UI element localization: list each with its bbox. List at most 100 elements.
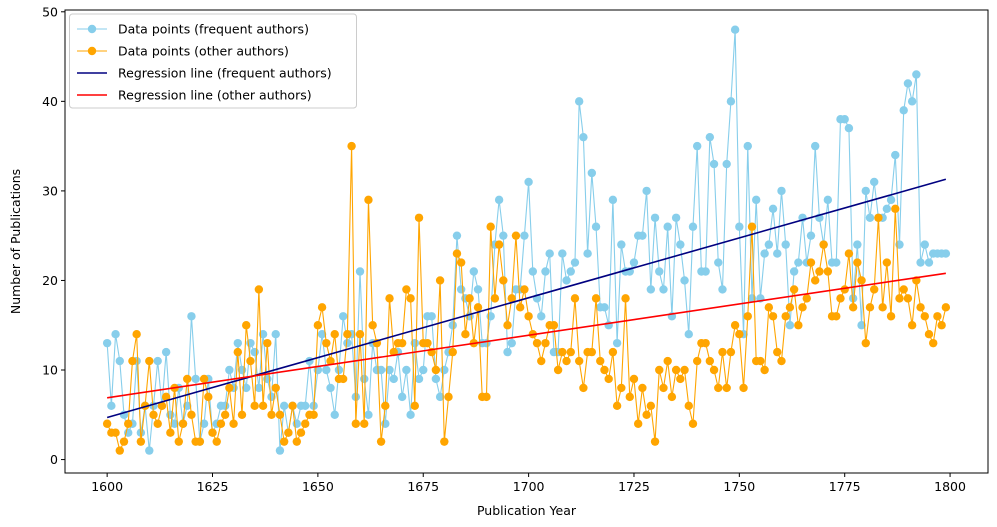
data-point	[836, 294, 845, 303]
data-point	[570, 294, 580, 303]
data-point	[899, 106, 908, 115]
data-point	[929, 338, 938, 348]
data-point	[183, 374, 192, 384]
data-point	[562, 276, 571, 285]
x-axis-label: Publication Year	[477, 503, 577, 518]
data-point	[617, 240, 626, 249]
data-point	[364, 195, 373, 205]
data-point	[886, 312, 896, 321]
data-point	[701, 267, 710, 276]
legend-box	[69, 13, 357, 109]
legend: Data points (frequent authors) Data point…	[69, 13, 357, 109]
data-point	[385, 365, 394, 375]
data-point	[376, 365, 386, 375]
data-point	[313, 321, 323, 330]
data-point	[806, 231, 816, 240]
data-point	[440, 437, 449, 446]
data-point	[608, 195, 618, 205]
data-point	[735, 329, 744, 339]
data-point	[663, 356, 672, 366]
data-point	[920, 240, 929, 249]
data-point	[941, 303, 951, 312]
data-point	[351, 419, 361, 428]
data-point	[136, 437, 146, 446]
data-point	[520, 285, 529, 294]
data-point	[364, 410, 373, 419]
data-point	[692, 356, 702, 366]
data-point	[659, 285, 668, 294]
data-point	[941, 249, 951, 258]
data-point	[254, 383, 264, 393]
x-tick-label: 1600	[91, 479, 123, 494]
data-point	[907, 321, 917, 330]
data-point	[612, 338, 622, 348]
data-point	[794, 258, 803, 267]
data-point	[482, 392, 491, 402]
data-point	[714, 383, 723, 393]
data-point	[317, 329, 327, 339]
data-point	[284, 428, 293, 437]
data-point	[486, 312, 495, 321]
data-point	[499, 276, 508, 285]
data-point	[242, 321, 251, 330]
data-point	[347, 141, 356, 151]
data-point	[916, 258, 925, 267]
data-point	[743, 141, 752, 151]
series-line	[106, 29, 946, 451]
data-point	[747, 222, 757, 231]
data-point	[402, 285, 411, 294]
data-point	[494, 240, 504, 249]
data-point	[431, 365, 441, 375]
data-point	[166, 428, 175, 437]
data-point	[916, 303, 925, 312]
data-point	[187, 410, 196, 419]
data-point	[220, 410, 230, 419]
data-point	[802, 294, 811, 303]
data-point	[781, 312, 790, 321]
data-point	[124, 419, 133, 428]
data-point	[587, 168, 597, 178]
data-point	[322, 365, 331, 375]
data-point	[448, 347, 457, 357]
legend-marker	[87, 24, 97, 34]
data-point	[410, 401, 420, 411]
data-point	[629, 258, 639, 267]
data-point	[633, 419, 643, 428]
data-point	[385, 294, 394, 303]
data-point	[541, 338, 550, 348]
data-point	[722, 159, 731, 169]
data-point	[903, 294, 913, 303]
legend-marker	[87, 46, 97, 56]
data-point	[258, 401, 268, 411]
data-point	[153, 419, 162, 428]
data-point	[642, 410, 651, 419]
data-point	[515, 303, 525, 312]
data-point	[739, 383, 748, 393]
data-point	[701, 338, 710, 348]
data-point	[692, 141, 702, 151]
data-point	[811, 141, 820, 151]
data-point	[844, 249, 854, 258]
data-point	[756, 356, 765, 366]
regression-line	[107, 272, 946, 399]
data-point	[768, 204, 778, 214]
data-point	[785, 303, 795, 312]
data-point	[452, 249, 462, 258]
data-point	[435, 276, 445, 285]
data-point	[397, 338, 407, 348]
data-point	[553, 365, 563, 375]
data-point	[751, 195, 761, 205]
data-point	[414, 213, 424, 222]
y-tick-label: 50	[42, 4, 58, 19]
legend-label: Data points (other authors)	[118, 44, 289, 59]
data-point	[937, 321, 946, 330]
data-point	[199, 419, 209, 428]
data-point	[397, 392, 407, 402]
data-point	[402, 365, 411, 375]
y-tick-label: 40	[42, 94, 58, 109]
data-point	[246, 356, 255, 366]
data-point	[684, 329, 693, 339]
x-tick-label: 1650	[302, 479, 334, 494]
data-point	[406, 294, 415, 303]
data-point	[528, 267, 538, 276]
